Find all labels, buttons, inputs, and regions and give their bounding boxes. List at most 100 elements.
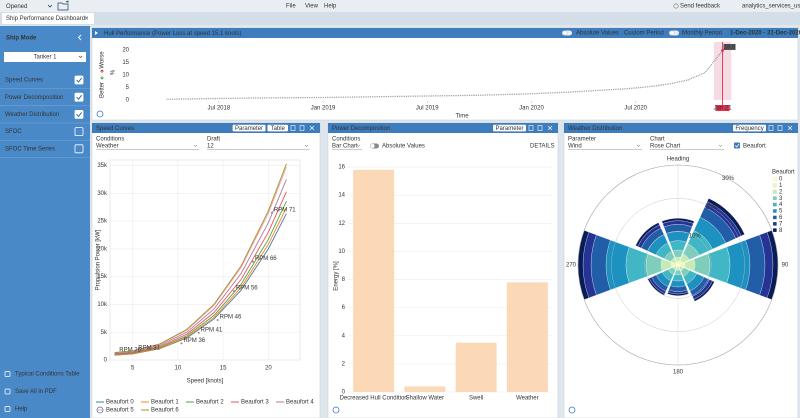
folder-icon[interactable] (57, 0, 69, 11)
sidebar-footer-item[interactable]: Typical Conditions Table (15, 372, 80, 378)
y-axis-title: Propulsion Power [kW] (96, 229, 102, 290)
cursor-badge (715, 105, 730, 111)
x-tick-label: Jul 2020 (624, 106, 647, 112)
rpm-label: RPM 26 (119, 347, 141, 353)
checkbox[interactable] (74, 75, 84, 85)
legend-label: Beaufort 3 (241, 400, 269, 406)
worse-label: Worse (100, 51, 106, 69)
checkbox[interactable] (74, 144, 84, 154)
sidebar-item[interactable]: Weather Distribution (5, 112, 59, 118)
rose-segment (672, 274, 684, 282)
legend-title: Beaufort (772, 170, 795, 176)
y-tick-label: 35k (97, 163, 108, 169)
legend-label: 1 (779, 183, 783, 189)
export-icon[interactable] (290, 125, 296, 131)
panel-title: Power Decomposition (332, 126, 390, 132)
series-line (114, 163, 287, 354)
sidebar-footer-item[interactable]: Help (15, 407, 28, 413)
x-tick-label: Jan 2020 (519, 106, 544, 112)
header-button[interactable] (232, 124, 266, 132)
close-icon[interactable] (787, 125, 793, 131)
sidebar-collapse[interactable] (77, 34, 82, 41)
checkbox[interactable] (734, 142, 740, 149)
app-menu[interactable]: Opened (6, 4, 27, 10)
rpm-point (116, 351, 119, 354)
x-tick-label: Swell (469, 396, 483, 402)
checkbox[interactable] (74, 110, 84, 119)
control-value[interactable]: Bar Chart (332, 144, 358, 150)
panel-header (92, 123, 320, 133)
panel-header (92, 28, 798, 38)
header-button[interactable] (733, 124, 766, 132)
export-icon[interactable] (528, 125, 534, 131)
control-value[interactable]: Weather (96, 144, 119, 150)
rose-segment (726, 239, 751, 291)
y-tick-label: 15 (122, 60, 129, 66)
sidebar-item[interactable]: SFOC Time Series (5, 146, 55, 152)
y-tick-label: 2 (342, 361, 346, 367)
rpm-label: RPM 71 (274, 207, 296, 213)
help-icon[interactable] (96, 110, 104, 118)
close-icon[interactable] (547, 125, 553, 131)
legend-swatch (772, 209, 777, 213)
bar (353, 169, 395, 392)
series-line (114, 201, 287, 356)
export-icon[interactable] (768, 125, 774, 131)
menu-item[interactable]: Help (324, 4, 337, 10)
y-axis-title: Energy [%] (334, 261, 340, 291)
details-link[interactable]: DETAILS (530, 144, 555, 150)
check-mark (76, 112, 82, 118)
control-caret (193, 144, 198, 147)
sidebar-footer-item[interactable]: Save All in PDF (15, 389, 57, 395)
feedback-icon (673, 3, 679, 9)
checkbox[interactable] (74, 92, 84, 102)
rpm-label: RPM 46 (220, 315, 242, 321)
panel (91, 27, 799, 121)
y-tick-label: 15k (97, 274, 108, 280)
ship-select[interactable] (4, 52, 86, 62)
menu-item[interactable]: View (305, 4, 319, 10)
tab-close[interactable] (84, 16, 89, 20)
checkbox[interactable] (74, 127, 84, 136)
tab[interactable] (2, 13, 94, 24)
control-value[interactable]: 12 (207, 144, 214, 150)
copy-icon[interactable] (299, 125, 305, 131)
rose-segment (605, 239, 630, 291)
copy-icon[interactable] (777, 125, 783, 131)
angular-tick-label: 270 (566, 263, 577, 269)
header-button[interactable] (493, 124, 526, 132)
sidebar-item[interactable]: Speed Curves (5, 78, 43, 84)
help-icon[interactable] (568, 406, 576, 414)
better-label: Better (100, 82, 106, 98)
control-caret (304, 144, 309, 147)
rpm-point (251, 260, 254, 263)
toggle-label: Custom Period (624, 31, 664, 37)
angle-title: Heading (667, 157, 689, 163)
x-tick-label: 15 (220, 366, 227, 372)
y-tick-label: 10 (122, 73, 129, 79)
x-tick-label: Shallow Water (406, 396, 444, 402)
worse-arrow (100, 69, 104, 73)
help-icon[interactable] (332, 406, 340, 414)
control-caret (636, 144, 641, 147)
rose-segment (666, 231, 690, 243)
sidebar-item[interactable]: Power Decomposition (5, 95, 63, 101)
legend-swatch (772, 189, 777, 194)
series-line (114, 207, 287, 356)
rpm-label: RPM 56 (236, 286, 258, 292)
sidebar-item[interactable]: SFOC (5, 129, 22, 135)
close-icon[interactable] (309, 125, 315, 131)
feedback-link[interactable]: Send feedback (680, 4, 721, 10)
toggle-label: Absolute Values (576, 31, 619, 37)
header-button[interactable] (267, 124, 289, 132)
copy-icon[interactable] (537, 125, 543, 131)
control-value[interactable]: Wind (568, 144, 582, 150)
user-menu[interactable]: analytics_services_user (742, 4, 800, 10)
bar (506, 282, 548, 392)
legend-swatch (772, 215, 777, 220)
legend-label: Beaufort 0 (106, 400, 134, 406)
panel-title: Weather Distribution (568, 126, 622, 132)
control-value[interactable]: Rose Chart (650, 144, 681, 150)
menu-item[interactable]: File (286, 4, 296, 10)
y-tick-label: 5 (126, 85, 130, 91)
